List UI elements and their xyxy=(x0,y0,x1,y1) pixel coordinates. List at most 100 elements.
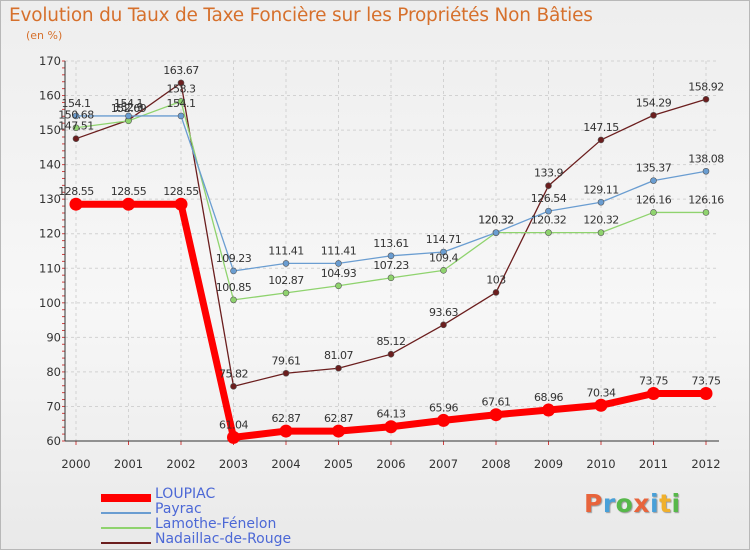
data-label-lamothe-fenelon: 158.3 xyxy=(167,82,196,95)
y-tick-label: 100 xyxy=(39,296,61,310)
legend-label: Lamothe-Fénelon xyxy=(155,516,277,532)
data-label-lamothe-fenelon: 109.4 xyxy=(429,251,458,264)
data-label-payrac: 154.1 xyxy=(114,97,143,110)
x-tick-label: 2012 xyxy=(691,457,720,471)
data-label-lamothe-fenelon: 104.93 xyxy=(321,267,357,280)
chart-title: Evolution du Taux de Taxe Foncière sur l… xyxy=(9,5,593,26)
data-label-lamothe-fenelon: 120.32 xyxy=(583,214,619,227)
data-label-loupiac: 73.75 xyxy=(639,375,668,388)
x-tick-label: 2001 xyxy=(114,457,143,471)
data-point-payrac xyxy=(387,252,395,260)
x-tick-label: 2000 xyxy=(61,457,90,471)
data-point-lamothe-fenelon xyxy=(702,209,710,216)
logo-letter: t xyxy=(659,489,672,518)
data-point-nadaillac-de-rouge xyxy=(72,135,80,142)
data-point-nadaillac-de-rouge xyxy=(230,383,237,390)
logo-letter: i xyxy=(650,489,660,518)
data-label-nadaillac-de-rouge: 163.67 xyxy=(163,64,199,77)
data-label-nadaillac-de-rouge: 152.9 xyxy=(114,101,143,114)
data-label-loupiac: 62.87 xyxy=(324,412,353,425)
data-point-lamothe-fenelon xyxy=(387,274,395,282)
data-point-payrac xyxy=(650,177,657,184)
legend-swatch xyxy=(101,527,151,529)
data-label-loupiac: 68.96 xyxy=(534,391,563,404)
data-label-nadaillac-de-rouge: 93.63 xyxy=(429,306,458,319)
data-point-loupiac xyxy=(384,420,398,434)
data-point-nadaillac-de-rouge xyxy=(597,136,605,144)
data-label-loupiac: 128.55 xyxy=(58,185,94,198)
data-point-loupiac xyxy=(227,430,240,444)
data-point-loupiac xyxy=(437,413,450,427)
data-label-loupiac: 67.61 xyxy=(482,396,511,409)
data-label-loupiac: 128.55 xyxy=(163,185,199,198)
series-lines xyxy=(69,79,713,444)
data-point-loupiac xyxy=(699,387,713,400)
data-point-payrac xyxy=(72,112,80,120)
x-tick-label: 2010 xyxy=(586,457,615,471)
y-tick-label: 150 xyxy=(39,123,61,137)
data-point-nadaillac-de-rouge xyxy=(387,350,395,358)
data-point-loupiac xyxy=(594,398,608,412)
data-point-payrac xyxy=(440,248,447,256)
data-label-lamothe-fenelon: 100.85 xyxy=(216,281,252,294)
data-label-payrac: 114.71 xyxy=(426,233,462,246)
data-label-payrac: 138.08 xyxy=(688,152,724,165)
x-tick-label: 2007 xyxy=(429,457,458,471)
data-label-loupiac: 64.13 xyxy=(377,408,406,421)
data-label-loupiac: 128.55 xyxy=(111,185,147,198)
data-label-payrac: 111.41 xyxy=(268,244,304,257)
data-point-lamothe-fenelon xyxy=(597,229,605,236)
x-tick-label: 2002 xyxy=(166,457,195,471)
data-point-loupiac xyxy=(647,387,660,400)
y-axis-unit: (en %) xyxy=(26,29,63,42)
data-label-payrac: 154.1 xyxy=(167,97,196,110)
data-label-nadaillac-de-rouge: 81.07 xyxy=(324,349,353,362)
data-point-payrac xyxy=(492,229,500,236)
y-tick-label: 170 xyxy=(39,54,61,68)
data-label-nadaillac-de-rouge: 75.82 xyxy=(219,367,248,380)
data-point-nadaillac-de-rouge xyxy=(492,289,500,296)
data-label-nadaillac-de-rouge: 154.29 xyxy=(636,96,672,109)
data-label-payrac: 154.1 xyxy=(62,97,91,110)
data-point-loupiac xyxy=(332,424,345,438)
data-label-payrac: 111.41 xyxy=(321,244,357,257)
data-label-payrac: 129.11 xyxy=(583,183,619,196)
data-label-lamothe-fenelon: 120.32 xyxy=(531,214,567,227)
x-tick-label: 2005 xyxy=(324,457,353,471)
x-tick-label: 2011 xyxy=(639,457,668,471)
data-point-nadaillac-de-rouge xyxy=(650,111,657,119)
grid-lines xyxy=(65,60,719,442)
y-tick-label: 70 xyxy=(46,399,61,413)
y-tick-label: 140 xyxy=(39,158,61,172)
y-tick-label: 130 xyxy=(39,192,61,206)
data-label-payrac: 109.23 xyxy=(216,252,252,265)
x-tick-label: 2006 xyxy=(376,457,405,471)
data-point-lamothe-fenelon xyxy=(650,209,657,216)
data-label-nadaillac-de-rouge: 79.61 xyxy=(272,354,301,367)
data-label-lamothe-fenelon: 107.23 xyxy=(373,259,409,272)
y-tick-label: 60 xyxy=(46,434,61,448)
data-point-loupiac xyxy=(279,424,293,438)
data-point-payrac xyxy=(597,198,605,206)
logo-letter: x xyxy=(633,489,650,518)
data-label-lamothe-fenelon: 120.32 xyxy=(478,214,514,227)
data-point-payrac xyxy=(335,260,342,267)
data-point-lamothe-fenelon xyxy=(545,229,552,236)
data-point-loupiac xyxy=(174,197,188,211)
y-tick-label: 80 xyxy=(46,365,61,379)
y-tick-label: 160 xyxy=(39,89,61,103)
data-point-loupiac xyxy=(122,197,135,211)
data-point-payrac xyxy=(125,112,132,120)
data-label-nadaillac-de-rouge: 85.12 xyxy=(377,335,406,348)
legend-item-lamothe-fenelon: Lamothe-Fénelon xyxy=(101,516,431,534)
data-label-payrac: 113.61 xyxy=(373,237,409,250)
y-tick-label: 120 xyxy=(39,227,61,241)
legend-swatch xyxy=(101,494,151,502)
legend-swatch xyxy=(101,542,151,544)
data-label-payrac: 120.32 xyxy=(478,214,514,227)
data-point-payrac xyxy=(230,267,237,275)
data-point-nadaillac-de-rouge xyxy=(702,95,710,103)
data-point-payrac xyxy=(282,260,290,267)
logo-letter: P xyxy=(584,489,603,518)
